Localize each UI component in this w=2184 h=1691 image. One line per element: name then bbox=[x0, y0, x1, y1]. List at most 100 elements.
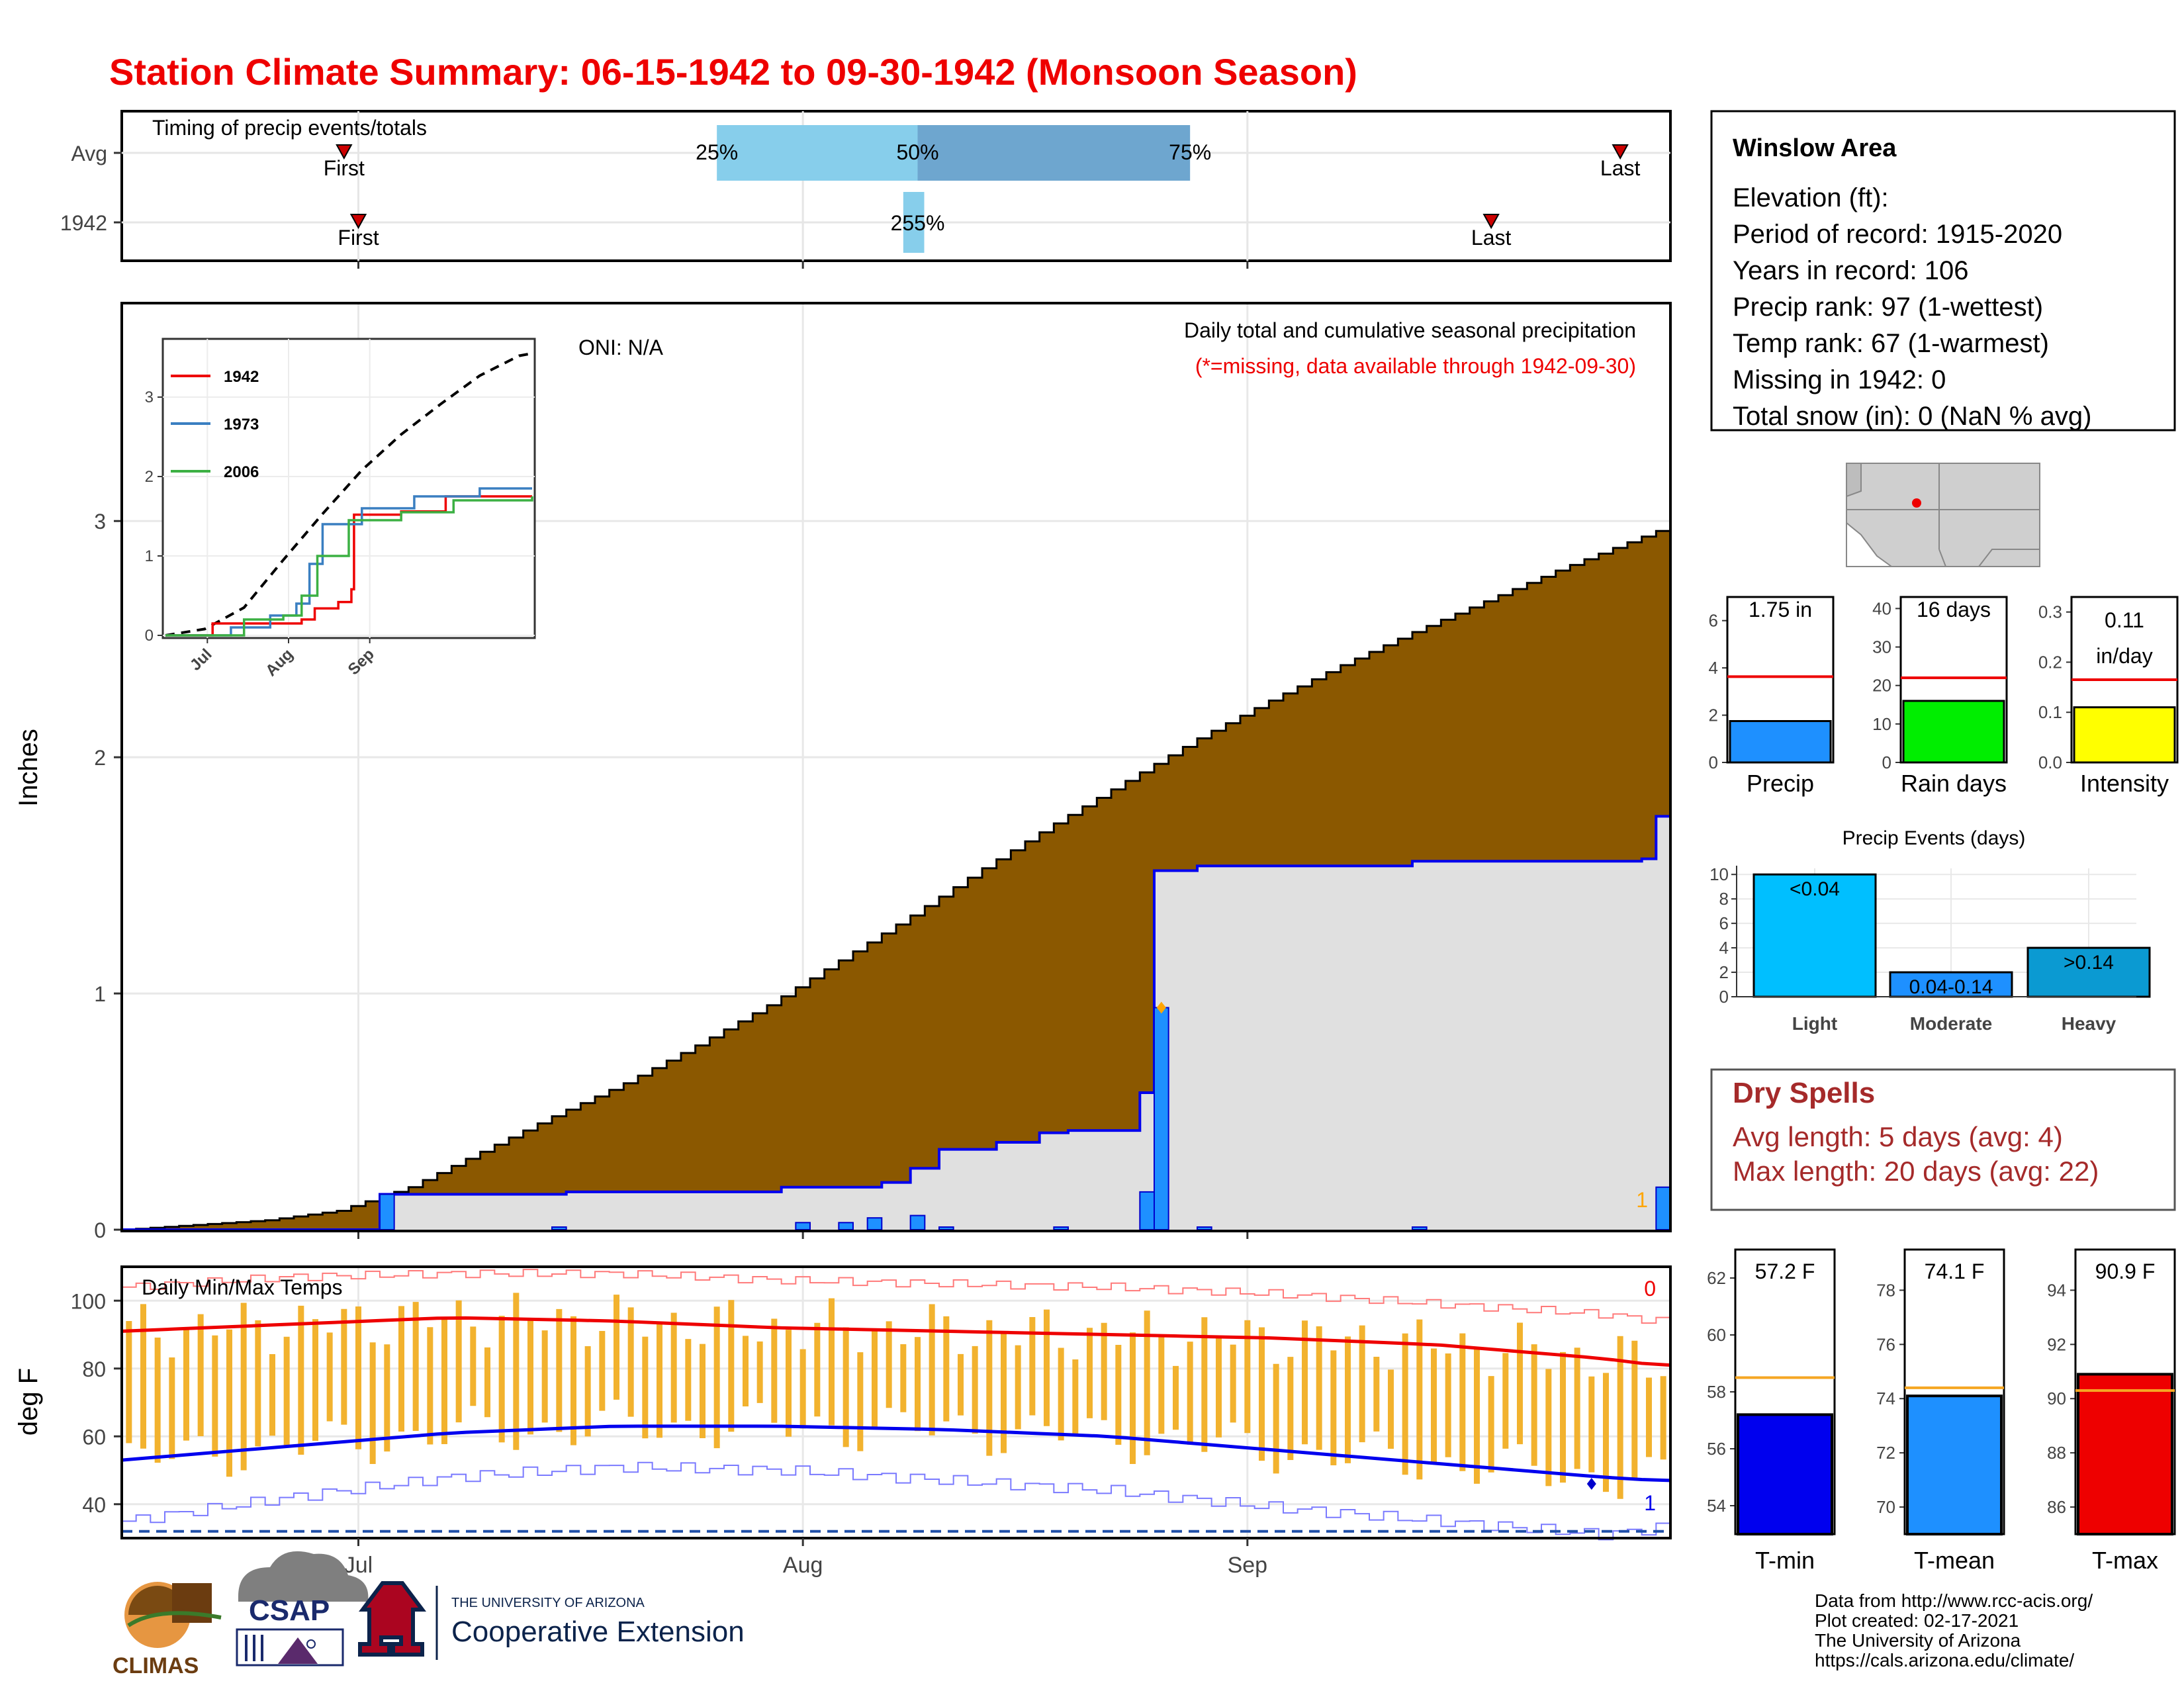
max-daily-marker bbox=[1156, 1001, 1166, 1014]
timing-marker-first bbox=[336, 144, 353, 160]
daily-precip-bar bbox=[866, 1217, 883, 1230]
dry-spells-box: Dry Spells Avg length: 5 days (avg: 4) M… bbox=[1710, 1068, 2176, 1211]
timing-bar-q2 bbox=[903, 192, 918, 253]
station-info-line: Period of record: 1915-2020 bbox=[1733, 220, 2062, 249]
summary-bar-label: 1.75 in bbox=[1749, 598, 1812, 621]
footer-credits: Data from http://www.rcc-acis.org/ Plot … bbox=[1815, 1590, 2093, 1670]
temp-missing-max: 0 bbox=[1644, 1277, 1656, 1301]
timing-first-label: First bbox=[324, 156, 365, 180]
temp-bar-value bbox=[2077, 1373, 2173, 1535]
timing-marker-last bbox=[1612, 144, 1629, 160]
station-info-line: Precip rank: 97 (1-wettest) bbox=[1733, 293, 2043, 322]
temp-bar-name: T-mean bbox=[1914, 1547, 1995, 1574]
summary-bar-label: in/day bbox=[2096, 644, 2152, 668]
temp-bar-ytick-label: 88 bbox=[2047, 1443, 2066, 1463]
temp-bar-value bbox=[1906, 1394, 2003, 1535]
footer-line-1: Data from http://www.rcc-acis.org/ bbox=[1815, 1590, 2093, 1611]
timing-bar-q3 bbox=[917, 125, 1191, 181]
precip-events-title: Precip Events (days) bbox=[1843, 827, 2026, 849]
temp-bar-label: 57.2 F bbox=[1755, 1259, 1815, 1283]
inset-ytick-label: 0 bbox=[145, 627, 154, 645]
summary-ytick-label: 40 bbox=[1872, 598, 1891, 618]
temp-bar-t-min: 54 56 58 60 62 57.2 F T-min bbox=[1707, 1248, 1836, 1574]
temp-xtick-label: Aug bbox=[783, 1553, 823, 1578]
summary-bar-value bbox=[1729, 720, 1832, 764]
temp-bar-ytick-label: 70 bbox=[1876, 1497, 1895, 1517]
temp-bar-ytick-label: 78 bbox=[1876, 1280, 1895, 1300]
events-bar bbox=[1752, 873, 1877, 998]
timing-marker-last bbox=[1482, 214, 1500, 230]
footer-line-4: https://cals.arizona.edu/climate/ bbox=[1815, 1650, 2074, 1670]
timing-row-avg-label: Avg bbox=[71, 142, 107, 165]
events-bar-label: <0.04 bbox=[1790, 878, 1840, 900]
timing-first-label: First bbox=[338, 226, 379, 250]
summary-ytick-label: 0 bbox=[1709, 753, 1718, 772]
summary-bar-precip: 0 2 4 6 1.75 in Precip bbox=[1709, 596, 1835, 797]
footer-line-3: The University of Arizona bbox=[1815, 1630, 2021, 1651]
avg-max-line bbox=[121, 1316, 1671, 1367]
precip-caption: Daily total and cumulative seasonal prec… bbox=[1184, 318, 1636, 342]
events-ytick-label: 4 bbox=[1719, 938, 1729, 958]
temp-bar-ytick-label: 94 bbox=[2047, 1280, 2066, 1300]
temp-bar-value bbox=[1737, 1413, 1833, 1535]
summary-ytick-label: 2 bbox=[1709, 706, 1718, 725]
temp-ytick-label: 100 bbox=[71, 1289, 106, 1313]
events-category-label: Moderate bbox=[1910, 1013, 1992, 1034]
events-ytick-label: 10 bbox=[1709, 864, 1729, 884]
inset-ytick-label: 3 bbox=[145, 388, 154, 406]
daily-precip-bar bbox=[551, 1226, 567, 1230]
summary-ytick-label: 20 bbox=[1872, 676, 1891, 696]
summary-bars: 0 2 4 6 1.75 in Precip 0 10 20 30 40 16 days Rain da… bbox=[1709, 596, 2179, 797]
precip-ytick-label: 0 bbox=[94, 1218, 106, 1242]
inset-ytick-label: 2 bbox=[145, 468, 154, 486]
oni-label: ONI: N/A bbox=[578, 336, 664, 359]
daily-precip-bar bbox=[1053, 1226, 1069, 1230]
summary-bar-rain-days: 0 10 20 30 40 16 days Rain days bbox=[1872, 596, 2008, 797]
daily-precip-bar bbox=[1655, 1186, 1671, 1231]
events-bar bbox=[2026, 946, 2151, 998]
avg-min-line bbox=[121, 1424, 1671, 1483]
temp-bar-t-max: 86 88 90 92 94 90.9 F T-max bbox=[2047, 1248, 2176, 1574]
inset-legend-label: 2006 bbox=[224, 463, 259, 481]
timing-label-75: 75% bbox=[1169, 140, 1211, 164]
summary-ytick-label: 30 bbox=[1872, 637, 1891, 657]
daily-precip-bar bbox=[1139, 1191, 1156, 1231]
dry-spells-title: Dry Spells bbox=[1733, 1077, 1875, 1109]
timing-marker-first bbox=[349, 214, 367, 230]
timing-row-year-label: 1942 bbox=[60, 211, 107, 235]
daily-precip-bar bbox=[938, 1226, 954, 1230]
season-cumulative-area bbox=[122, 816, 1670, 1230]
inset-average-line bbox=[165, 352, 533, 637]
temp-bar-label: 74.1 F bbox=[1925, 1259, 1985, 1283]
temp-bar-ytick-label: 58 bbox=[1707, 1382, 1726, 1402]
temp-bar-name: T-min bbox=[1755, 1547, 1815, 1574]
temp-ytick-label: 40 bbox=[82, 1493, 106, 1517]
precip-events-chart: Precip Events (days) 0 2 4 6 8 10 <0.04 Light 0.0… bbox=[1709, 827, 2151, 1034]
daily-precip-bar bbox=[838, 1222, 854, 1231]
inset-series-1973 bbox=[165, 487, 532, 637]
precip-corner-count: 1 bbox=[1636, 1188, 1648, 1212]
daily-precip-bar bbox=[1197, 1226, 1212, 1230]
summary-bar-name: Rain days bbox=[1901, 770, 2007, 797]
summary-bar-intensity: 0.0 0.1 0.2 0.3 0.11 in/day Intensity bbox=[2038, 596, 2179, 797]
temp-extreme-marker bbox=[1586, 1478, 1596, 1490]
station-marker bbox=[1912, 498, 1921, 508]
temp-ytick-label: 80 bbox=[82, 1357, 106, 1381]
temp-bar-ytick-label: 54 bbox=[1707, 1496, 1726, 1516]
summary-ytick-label: 10 bbox=[1872, 714, 1891, 734]
events-category-label: Heavy bbox=[2062, 1013, 2116, 1034]
daily-precip-bar bbox=[379, 1193, 395, 1231]
temp-xtick-label: Sep bbox=[1228, 1553, 1268, 1578]
timing-label-50: 50% bbox=[896, 140, 938, 164]
temp-bar-ytick-label: 74 bbox=[1876, 1389, 1895, 1408]
temp-bar-ytick-label: 86 bbox=[2047, 1497, 2066, 1517]
temp-bar-ytick-label: 76 bbox=[1876, 1334, 1895, 1354]
precip-ytick-label: 1 bbox=[94, 982, 106, 1006]
timing-label-overlap: 255% bbox=[891, 211, 945, 235]
season-cumulative-line bbox=[122, 815, 1670, 1231]
temp-bar-t-mean: 70 72 74 76 78 74.1 F T-mean bbox=[1876, 1248, 2005, 1574]
temp-bar-ytick-label: 92 bbox=[2047, 1334, 2066, 1354]
station-info-line: Years in record: 106 bbox=[1733, 256, 1969, 285]
